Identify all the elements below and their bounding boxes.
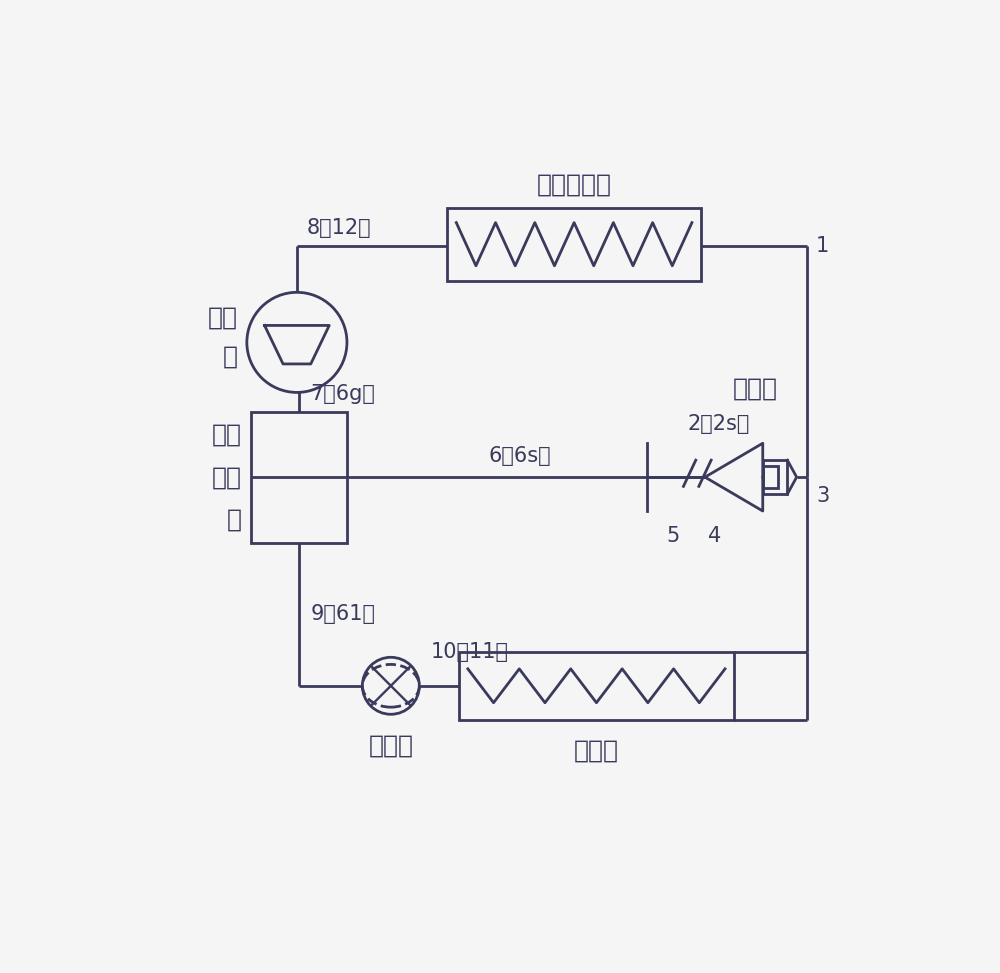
Text: 4: 4 — [708, 526, 721, 547]
Text: 8（12）: 8（12） — [306, 218, 371, 238]
Text: 6（6s）: 6（6s） — [489, 447, 552, 466]
Text: 7（6g）: 7（6g） — [310, 384, 375, 405]
Bar — [763, 466, 778, 487]
Text: 喷射器: 喷射器 — [733, 377, 778, 401]
Text: 分离: 分离 — [211, 465, 241, 489]
Bar — [447, 207, 701, 281]
Text: 2（2s）: 2（2s） — [688, 414, 750, 434]
Text: 机: 机 — [223, 344, 238, 368]
Bar — [763, 460, 787, 494]
Text: 10（11）: 10（11） — [431, 642, 509, 662]
Text: 膨胀阀: 膨胀阀 — [368, 734, 413, 758]
Text: 9（61）: 9（61） — [310, 604, 375, 625]
Text: 3: 3 — [816, 486, 829, 506]
Bar — [251, 412, 347, 543]
Text: 器: 器 — [226, 508, 241, 531]
Text: 蒸发器: 蒸发器 — [574, 739, 619, 763]
Text: 5: 5 — [666, 526, 679, 547]
Text: 压缩: 压缩 — [208, 306, 238, 330]
Text: 气液: 气液 — [211, 423, 241, 447]
Text: 1: 1 — [816, 236, 829, 256]
Bar — [459, 652, 734, 720]
Text: 气体冷却器: 气体冷却器 — [537, 172, 612, 197]
